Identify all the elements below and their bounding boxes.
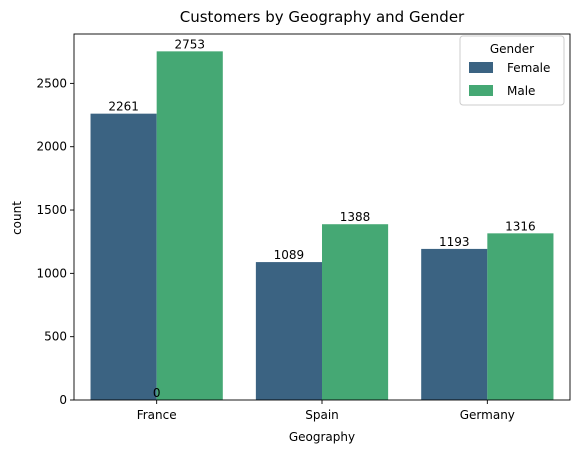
y-tick-label: 1000: [36, 266, 67, 280]
y-tick-label: 0: [59, 393, 67, 407]
legend-label-male: Male: [507, 84, 535, 98]
bar-germany-male: [487, 233, 554, 400]
bar-france-female: [90, 113, 157, 400]
legend-label-female: Female: [507, 61, 550, 75]
bar-spain-male: [322, 224, 389, 400]
bar-germany-female: [421, 248, 488, 400]
y-tick-label: 2500: [36, 76, 67, 90]
x-tick-label: Spain: [305, 408, 339, 422]
plot-frame: [73, 33, 571, 401]
y-axis-label: count: [10, 201, 24, 235]
zero-label: 0: [153, 386, 161, 400]
data-label-france-male: 2753: [174, 37, 205, 51]
bar-france-male: [156, 51, 223, 400]
chart-title: Customers by Geography and Gender: [180, 8, 465, 26]
x-axis-label: Geography: [289, 430, 355, 444]
data-label-france-female: 2261: [108, 100, 139, 114]
bars-group: [90, 51, 554, 400]
bar-labels-group: 2261 1089 1193 2753 1388 1316: [108, 37, 535, 262]
y-axis-ticks: 0 500 1000 1500 2000 2500: [36, 76, 74, 407]
data-label-germany-male: 1316: [505, 219, 536, 233]
x-tick-label: France: [137, 408, 177, 422]
data-label-germany-female: 1193: [439, 235, 470, 249]
y-tick-label: 1500: [36, 203, 67, 217]
legend-title: Gender: [490, 42, 534, 56]
legend: Gender Female Male: [459, 35, 565, 106]
bar-spain-female: [255, 262, 322, 400]
data-label-spain-female: 1089: [274, 248, 305, 262]
x-axis-ticks: France Spain Germany: [137, 400, 515, 422]
data-label-spain-male: 1388: [340, 210, 371, 224]
legend-swatch-male: [469, 85, 493, 96]
y-tick-label: 2000: [36, 140, 67, 154]
y-tick-label: 500: [44, 330, 67, 344]
legend-swatch-female: [469, 62, 493, 73]
x-tick-label: Germany: [460, 408, 515, 422]
